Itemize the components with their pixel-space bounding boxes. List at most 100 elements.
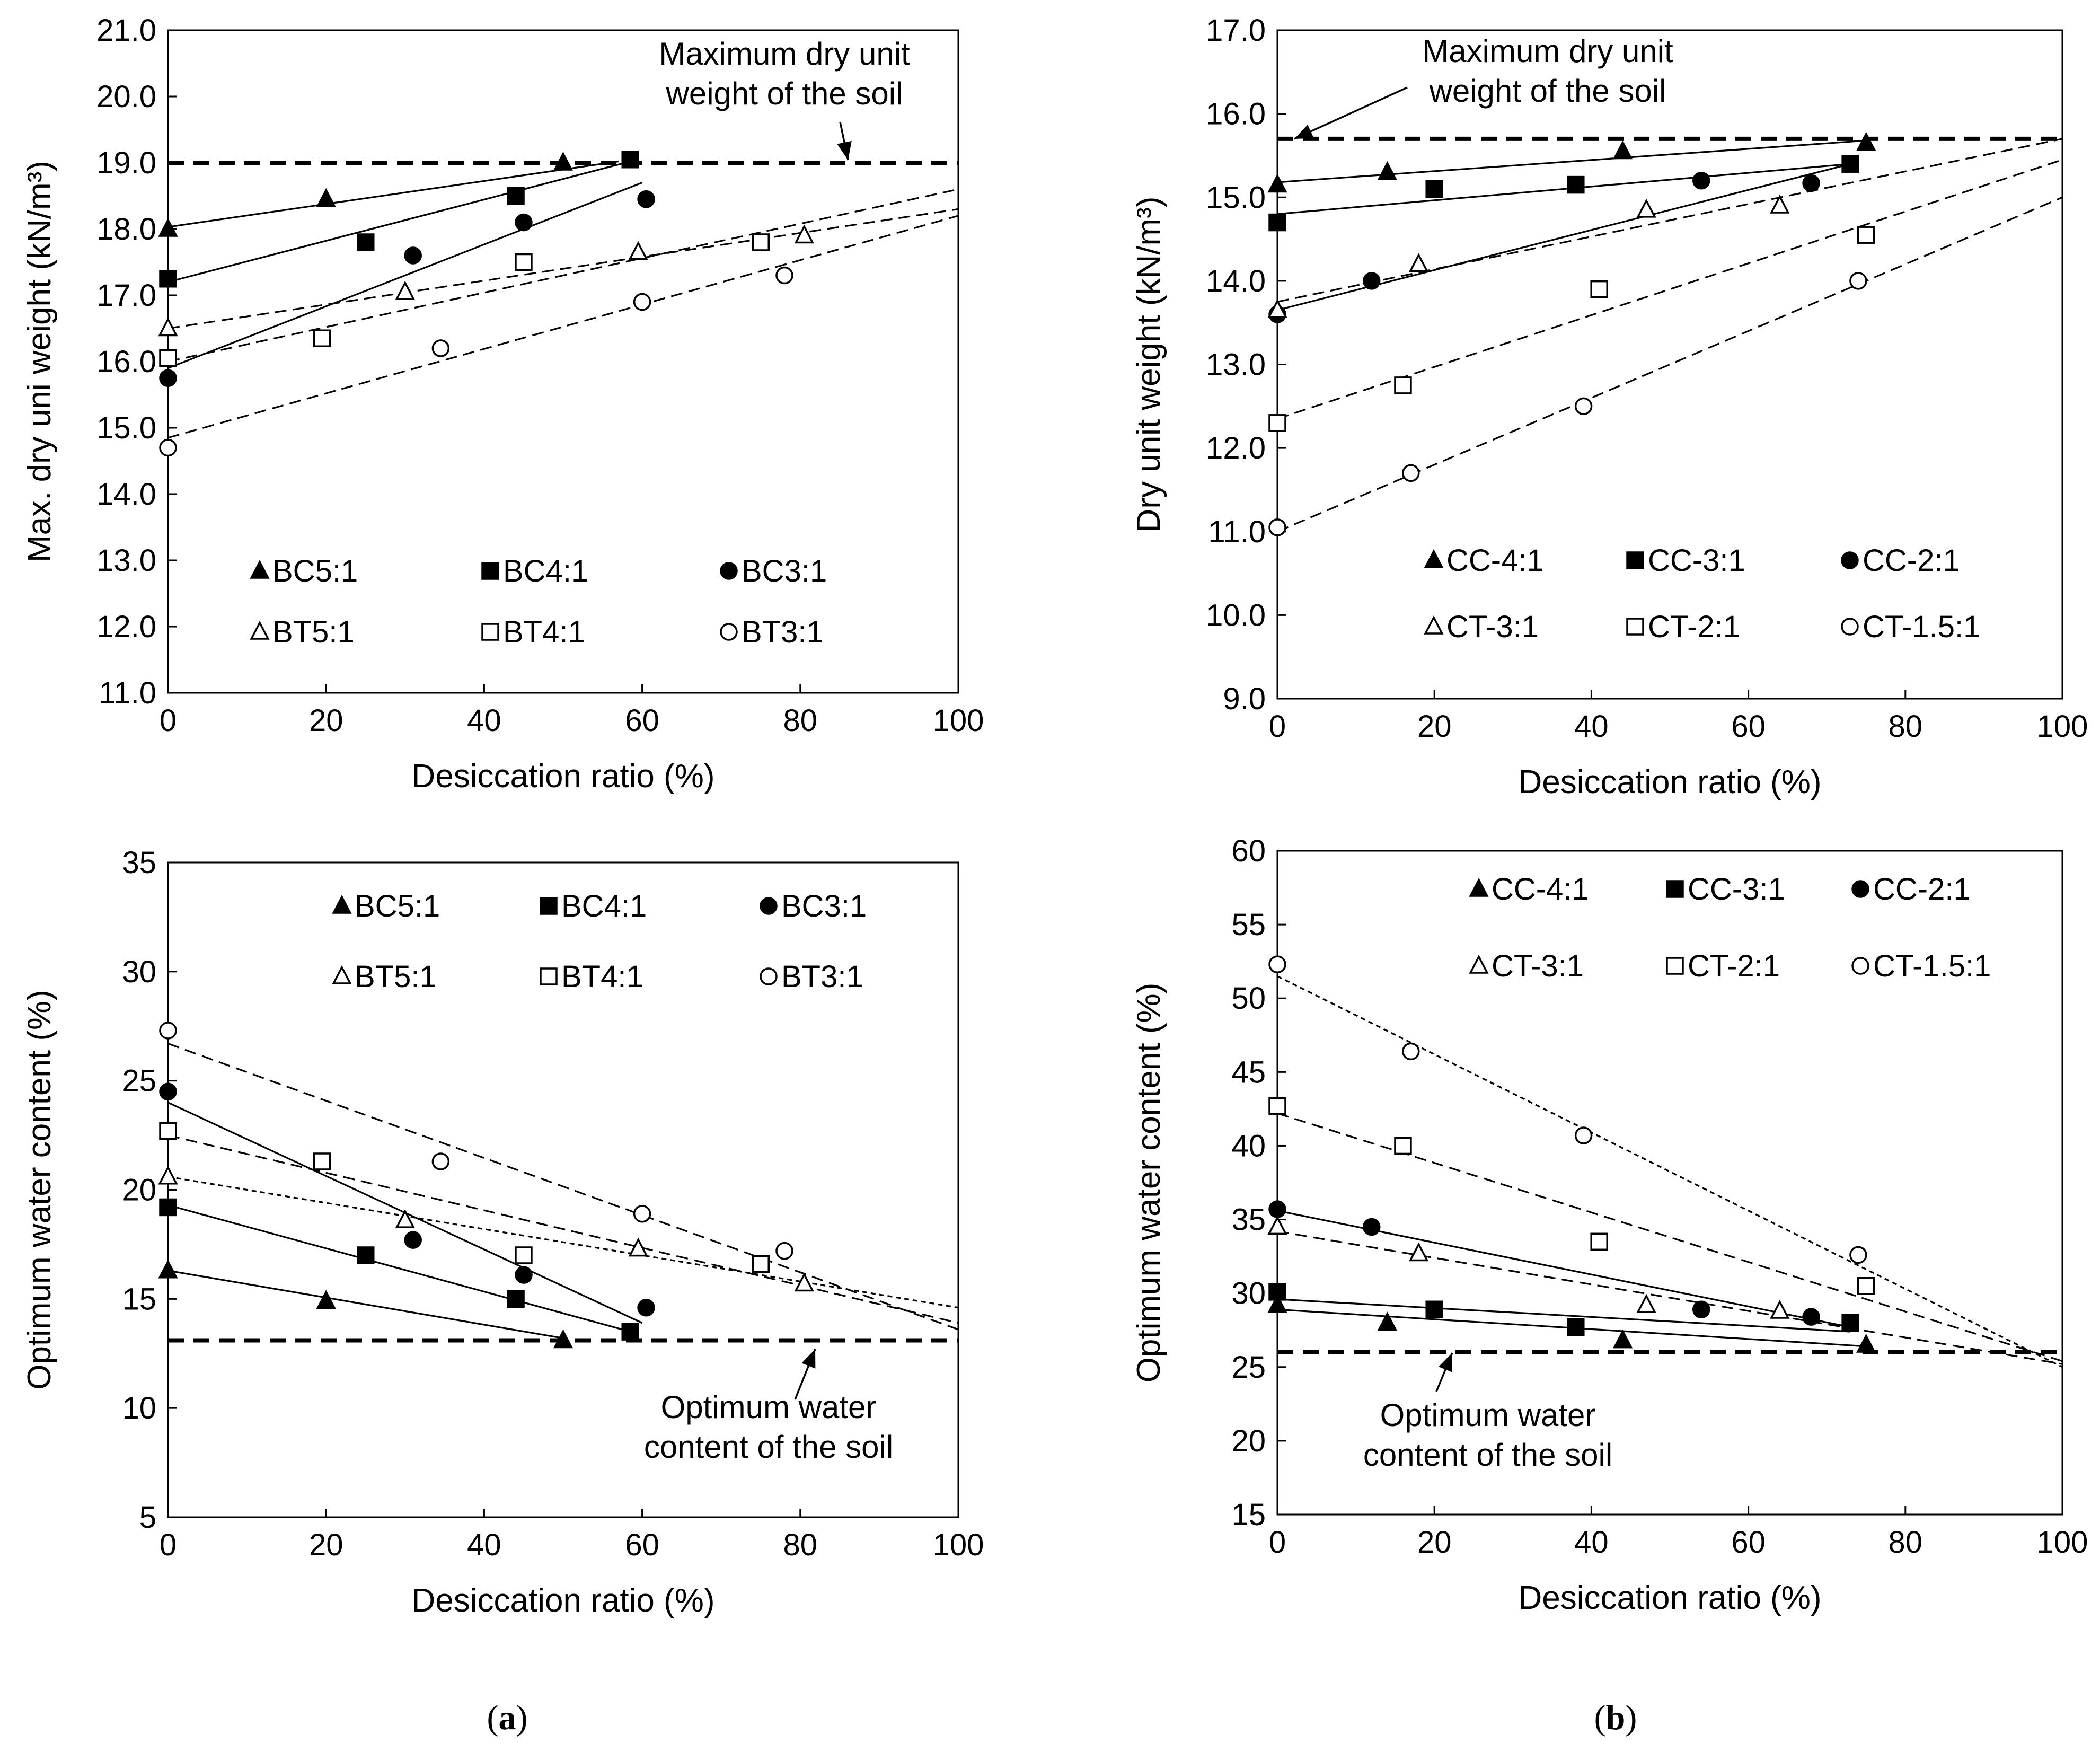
y-tick-label: 15	[1231, 1498, 1266, 1532]
data-point	[316, 1290, 336, 1309]
legend-marker	[540, 897, 558, 915]
trend-line	[168, 215, 958, 439]
data-point	[159, 1022, 177, 1040]
y-tick-label: 35	[1231, 1203, 1266, 1237]
data-point	[1267, 299, 1287, 318]
data-point	[1268, 955, 1286, 973]
data-point	[794, 1272, 814, 1292]
series-points	[1268, 272, 1867, 536]
data-point	[507, 1290, 525, 1308]
chart-b-top: 0 20 40 60 80 100 9.0 10.0 11.0 12.0 13.0 14.0 15.0 1…	[1131, 13, 2088, 800]
x-axis-label: Desiccation ratio (%)	[412, 758, 715, 795]
y-tick-label: 9.0	[1223, 682, 1266, 716]
y-axis-label: Max. dry uni weight (kN/m³)	[21, 161, 58, 562]
y-axis-label: Optimum water content (%)	[1131, 983, 1167, 1383]
legend-label: CC-2:1	[1863, 543, 1960, 578]
data-point	[628, 1237, 648, 1257]
legend-marker	[1841, 551, 1859, 569]
data-point	[1267, 173, 1287, 193]
x-tick-label: 0	[1269, 709, 1286, 744]
y-tick-label: 25	[1231, 1350, 1266, 1385]
x-tick-label: 20	[309, 703, 343, 738]
trend-line	[1277, 975, 2062, 1368]
y-tick-label: 18.0	[96, 212, 156, 246]
series-points	[1267, 1216, 1790, 1319]
legend-label: CC-3:1	[1688, 872, 1785, 906]
legend-label: CT-3:1	[1446, 610, 1539, 644]
data-point	[404, 246, 422, 265]
trend-lines	[1277, 138, 2062, 533]
data-point	[159, 369, 177, 387]
data-point	[1268, 213, 1286, 232]
x-tick-label: 60	[625, 703, 659, 738]
y-tick-label: 15.0	[96, 411, 156, 445]
data-point	[158, 1165, 178, 1185]
y-tick-label: 19.0	[96, 146, 156, 180]
data-point	[1841, 155, 1859, 173]
data-point	[515, 213, 533, 232]
legend-marker	[760, 967, 778, 985]
y-axis-label: Optimum water content (%)	[21, 990, 58, 1390]
y-tick-label: 17.0	[1206, 13, 1266, 48]
legend-label: BC5:1	[272, 554, 358, 588]
panel-caption-b: (b)	[1594, 1698, 1637, 1737]
x-tick-label: 0	[160, 1528, 177, 1562]
data-point	[159, 1082, 177, 1100]
legend-marker	[481, 562, 499, 580]
legend-label: BC4:1	[561, 889, 647, 923]
y-tick-label: 13.0	[96, 543, 156, 578]
trend-line	[168, 1043, 958, 1331]
series-points	[1268, 955, 1867, 1264]
data-point	[313, 1152, 331, 1170]
data-point	[794, 224, 814, 244]
legend-label: CC-2:1	[1873, 872, 1971, 906]
data-point	[1402, 464, 1420, 482]
legend-marker	[1841, 618, 1859, 636]
data-point	[1574, 1126, 1593, 1144]
reference-annotation-line: Maximum dry unit	[659, 36, 910, 72]
trend-line	[168, 182, 643, 369]
y-tick-label: 16.0	[96, 345, 156, 379]
data-point	[316, 188, 336, 207]
data-point	[313, 329, 331, 347]
y-tick-label: 17.0	[96, 278, 156, 313]
data-point	[633, 293, 651, 311]
y-tick-label: 30	[1231, 1276, 1266, 1311]
trend-line	[168, 1204, 631, 1333]
panel-caption-a: (a)	[487, 1698, 528, 1737]
x-axis-label: Desiccation ratio (%)	[1519, 1580, 1822, 1616]
series-points	[1268, 1200, 1820, 1326]
svg-text:(b): (b)	[1594, 1698, 1637, 1737]
x-tick-label: 60	[1731, 1525, 1766, 1560]
trend-line	[168, 1176, 958, 1309]
series-points	[1268, 155, 1859, 232]
legend-marker	[1626, 551, 1644, 569]
chart-layer: 0 20 40 60 80 10011.012.013.014.015.016.017.0…	[21, 13, 2088, 1619]
trend-line	[168, 1134, 958, 1324]
series-points	[158, 151, 573, 237]
x-tick-label: 80	[783, 1528, 818, 1562]
data-point	[158, 317, 178, 337]
data-point	[1849, 1246, 1867, 1264]
chart-a-bottom: 0 20 40 60 80 100 5 10 15 20 25 30 35 Desiccation rat…	[21, 846, 984, 1619]
data-point	[1362, 1218, 1381, 1236]
y-tick-label: 16.0	[1206, 97, 1266, 131]
x-tick-label: 60	[625, 1528, 659, 1562]
data-point	[395, 1209, 415, 1228]
legend-label: BC5:1	[355, 889, 440, 923]
x-tick-label: 80	[1889, 1525, 1923, 1560]
y-tick-label: 21.0	[96, 13, 156, 48]
reference-annotation-line: content of the soil	[644, 1429, 893, 1465]
y-tick-label: 13.0	[1206, 348, 1266, 382]
data-point	[1268, 1097, 1286, 1115]
data-point	[159, 270, 177, 288]
data-point	[1377, 1311, 1397, 1331]
data-point	[1394, 376, 1412, 394]
x-tick-label: 100	[2037, 1525, 2088, 1560]
data-point	[1841, 1314, 1859, 1332]
y-tick-label: 20.0	[96, 80, 156, 114]
trend-lines	[168, 1043, 958, 1340]
annotation-arrow-head	[1439, 1353, 1453, 1372]
plot-frame	[1276, 850, 2063, 1516]
